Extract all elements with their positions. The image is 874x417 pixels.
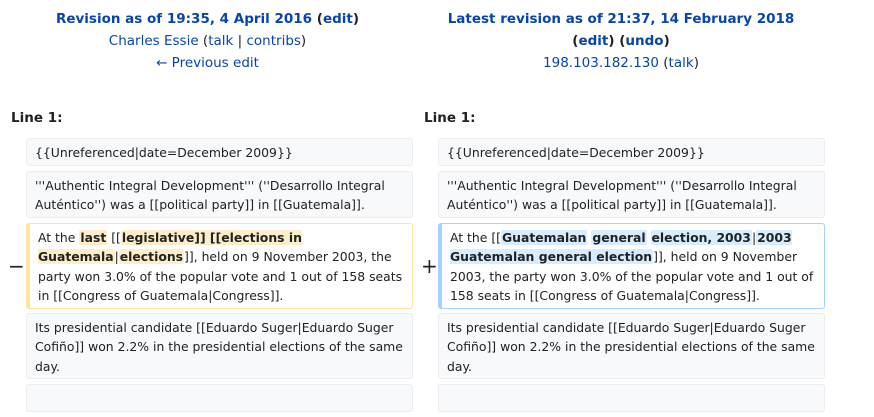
context-cell-intro-left: '''Authentic Integral Development''' (''… (26, 171, 413, 218)
old-revision-edit-link[interactable]: edit (322, 11, 353, 27)
new-revision-talk-link[interactable]: talk (668, 55, 694, 71)
added-word: Guatemalan (501, 230, 588, 245)
old-revision-title-link[interactable]: Revision as of 19:35, 4 April 2016 (55, 11, 313, 27)
old-revision-user-link[interactable]: Charles Essie (108, 33, 199, 49)
new-revision-header: Latest revision as of 21:37, 14 February… (447, 11, 795, 71)
old-revision-header: Revision as of 19:35, 4 April 2016 (edit… (0, 8, 415, 74)
new-revision-edit-link[interactable]: edit (578, 33, 609, 49)
context-cell-intro-right: '''Authentic Integral Development''' (''… (438, 171, 825, 218)
added-word: election, 2003 (650, 230, 752, 245)
new-revision-title-link[interactable]: Latest revision as of 21:37, 14 February… (447, 11, 795, 27)
line-label-right: Line 1: (424, 110, 476, 126)
context-cell-unreferenced-left: {{Unreferenced|date=December 2009}} (26, 138, 413, 166)
added-word: general (591, 230, 647, 245)
previous-edit-link[interactable]: ← Previous edit (156, 55, 259, 71)
old-revision-user-line: Charles Essie (talk | contribs) (108, 33, 307, 49)
context-cell-presidential-left: Its presidential candidate [[Eduardo Sug… (26, 313, 413, 379)
line-label-left: Line 1: (11, 110, 63, 126)
added-line-marker: + (421, 254, 438, 278)
deleted-word: elections (118, 249, 185, 265)
old-revision-contribs-link[interactable]: contribs (246, 33, 301, 49)
new-revision-user-link[interactable]: 198.103.182.130 (543, 55, 659, 71)
deleted-line-cell: At the last [[legislative]] [[elections … (26, 223, 413, 309)
old-revision-title-line: Revision as of 19:35, 4 April 2016 (edit… (55, 11, 360, 27)
old-revision-talk-link[interactable]: talk (208, 33, 234, 49)
undo-link[interactable]: undo (625, 33, 664, 49)
context-cell-empty-right (438, 384, 825, 412)
deleted-word: last (79, 230, 108, 245)
context-cell-empty-left (26, 384, 413, 412)
context-cell-presidential-right: Its presidential candidate [[Eduardo Sug… (438, 313, 825, 379)
deleted-line-marker: − (8, 254, 25, 278)
context-cell-unreferenced-right: {{Unreferenced|date=December 2009}} (438, 138, 825, 166)
added-line-cell: At the [[Guatemalan general election, 20… (438, 223, 825, 309)
